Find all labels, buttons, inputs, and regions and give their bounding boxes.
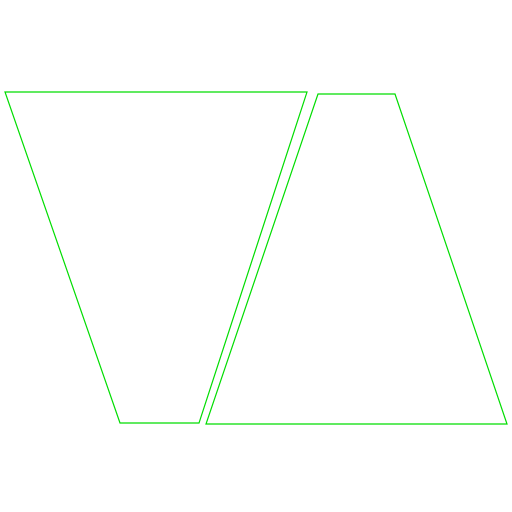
inverted-trapezoid-shape <box>4 91 308 424</box>
upright-trapezoid-shape <box>205 93 508 425</box>
